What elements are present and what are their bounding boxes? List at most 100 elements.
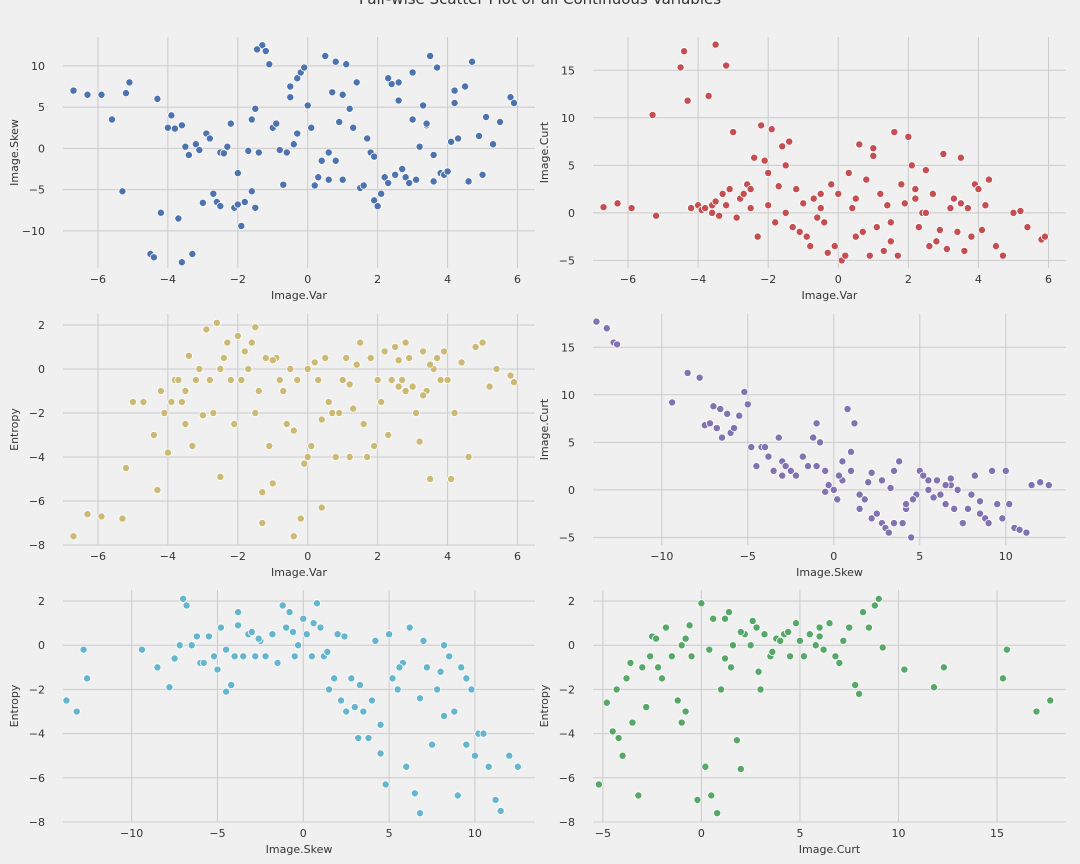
scatter-point: [804, 462, 813, 471]
scatter-point: [652, 634, 661, 643]
scatter-point: [337, 696, 346, 705]
scatter-point: [941, 481, 950, 490]
scatter-point: [192, 632, 201, 641]
y-tick-label: −4: [559, 728, 575, 741]
scatter-point: [646, 652, 655, 661]
scatter-point: [393, 685, 402, 694]
scatter-point: [821, 487, 830, 496]
scatter-point: [199, 658, 208, 667]
y-tick-label: −10: [22, 225, 45, 238]
x-tick-label: 2: [374, 550, 381, 563]
scatter-point: [380, 173, 389, 182]
x-tick-label: −5: [209, 827, 225, 840]
x-tick-label: 15: [990, 827, 1004, 840]
scatter-point: [239, 652, 248, 661]
scatter-point: [1005, 500, 1014, 509]
scatter-point: [350, 703, 359, 712]
scatter-point: [753, 232, 762, 241]
scatter-point: [398, 375, 407, 384]
scatter-point: [859, 608, 868, 617]
scatter-point: [815, 632, 824, 641]
scatter-point: [107, 115, 116, 124]
scatter-point: [898, 519, 907, 528]
x-tick-label: −2: [230, 273, 246, 286]
scatter-point: [233, 200, 242, 209]
scatter-point: [330, 674, 339, 683]
scatter-point: [844, 168, 853, 177]
scatter-point: [293, 74, 302, 83]
scatter-point: [450, 99, 459, 108]
scatter-point: [813, 213, 822, 222]
scatter-point: [338, 175, 347, 184]
scatter-point: [181, 386, 190, 395]
scatter-point: [506, 93, 515, 102]
scatter-point: [470, 751, 479, 760]
scatter-point: [956, 199, 965, 208]
scatter-point: [946, 204, 955, 213]
scatter-point: [628, 718, 637, 727]
scatter-point: [712, 424, 721, 433]
scatter-point: [338, 90, 347, 99]
scatter-point: [683, 96, 692, 105]
scatter-point: [657, 674, 666, 683]
scatter-point: [626, 658, 635, 667]
x-tick-label: −5: [595, 827, 611, 840]
scatter-point: [261, 353, 270, 362]
scatter-point: [687, 204, 696, 213]
scatter-point: [376, 749, 385, 758]
y-tick-label: −2: [29, 407, 45, 420]
scatter-point: [198, 198, 207, 207]
y-tick-label: 0: [568, 639, 575, 652]
scatter-point: [177, 258, 186, 267]
scatter-point: [747, 443, 756, 452]
scatter-point: [121, 89, 130, 98]
scatter-point: [1009, 208, 1018, 217]
scatter-point: [366, 353, 375, 362]
scatter-point: [333, 630, 342, 639]
x-tick-label: −5: [740, 550, 756, 563]
scatter-point: [97, 512, 106, 521]
scatter-point: [342, 707, 351, 716]
scatter-point: [877, 476, 886, 485]
scatter-point: [340, 632, 349, 641]
scatter-point: [602, 698, 611, 707]
scatter-point: [725, 185, 734, 194]
scatter-point: [416, 809, 425, 818]
scatter-point: [799, 652, 808, 661]
scatter-point: [314, 173, 323, 182]
scatter-point: [811, 641, 820, 650]
scatter-point: [128, 397, 137, 406]
y-tick-label: 10: [31, 60, 45, 73]
scatter-point: [268, 479, 277, 488]
scatter-point: [286, 82, 295, 91]
scatter-point: [845, 623, 854, 632]
scatter-point: [62, 696, 71, 705]
scatter-point: [638, 663, 647, 672]
scatter-point: [760, 156, 769, 165]
scatter-point: [833, 495, 842, 504]
scatter-point: [184, 351, 193, 360]
scatter-point: [331, 452, 340, 461]
scatter-point: [798, 452, 807, 461]
scatter-point: [314, 375, 323, 384]
scatter-point: [419, 101, 428, 110]
x-tick-label: 6: [514, 273, 521, 286]
scatter-point: [347, 674, 356, 683]
scatter-point: [967, 232, 976, 241]
scatter-point: [335, 117, 344, 126]
scatter-point: [855, 504, 864, 513]
scatter-point: [668, 398, 677, 407]
scatter-point: [349, 123, 358, 132]
scatter-point: [79, 645, 88, 654]
scatter-point: [422, 119, 431, 128]
scatter-point: [247, 338, 256, 347]
scatter-point: [317, 156, 326, 165]
scatter-point: [391, 342, 400, 351]
scatter-point: [174, 214, 183, 223]
scatter-point: [963, 204, 972, 213]
scatter-point: [942, 244, 951, 253]
scatter-point: [594, 780, 603, 789]
scatter-point: [402, 762, 411, 771]
scatter-point: [834, 189, 843, 198]
scatter-point: [265, 60, 274, 69]
